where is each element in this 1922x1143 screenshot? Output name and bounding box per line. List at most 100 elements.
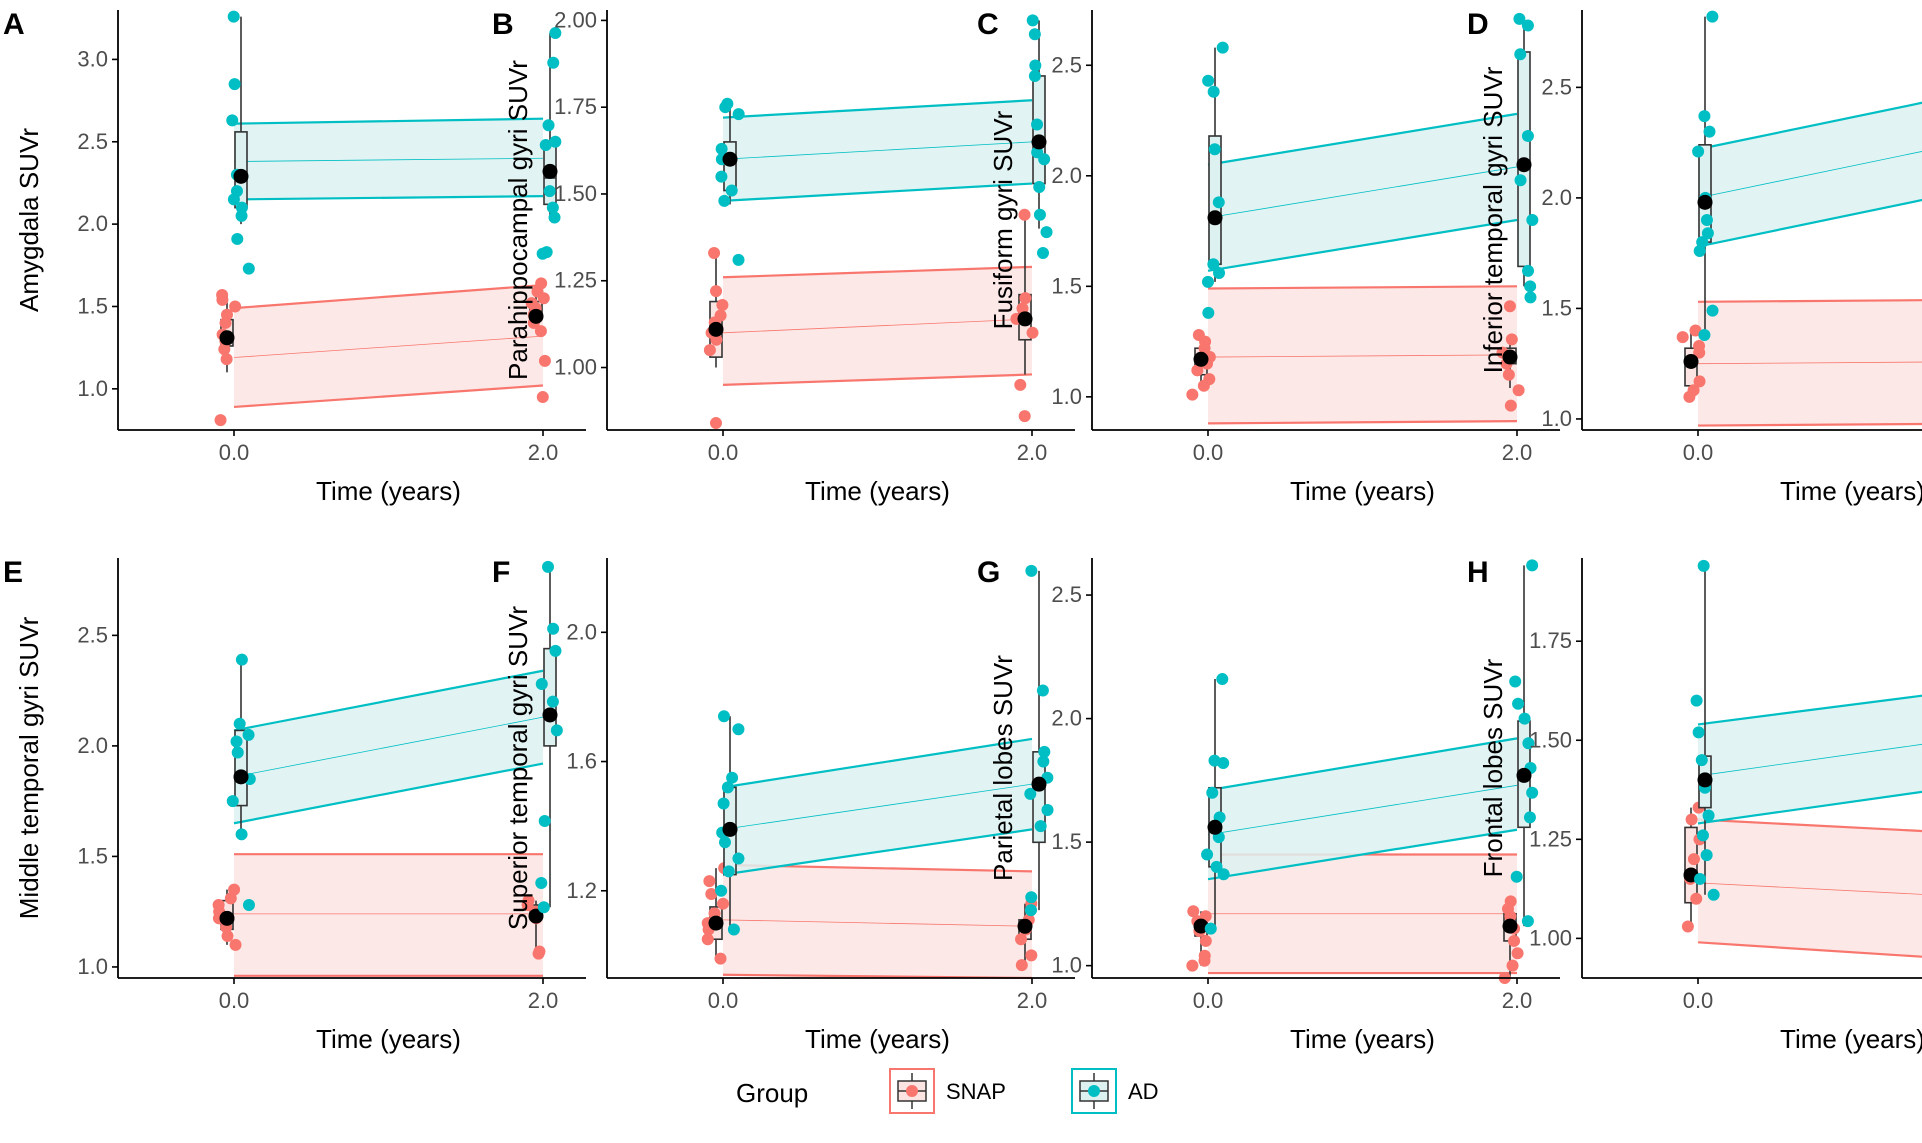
- ad-point: [235, 201, 248, 214]
- y-tick-label: 1.75: [554, 94, 597, 119]
- ad-point: [1510, 870, 1523, 883]
- ad-point: [732, 852, 745, 865]
- legend-key-snap-point: [906, 1085, 918, 1097]
- ad-point: [1028, 69, 1041, 82]
- ad-mean-t2: [542, 163, 558, 179]
- ad-point: [1212, 196, 1225, 209]
- ad-point: [1024, 787, 1037, 800]
- ad-point: [715, 884, 728, 897]
- ad-point: [549, 27, 562, 40]
- snap-point: [1506, 959, 1519, 972]
- ad-point: [242, 728, 255, 741]
- panel-letter-f: F: [492, 556, 510, 589]
- snap-point: [536, 391, 549, 404]
- ad-ci-lower-line: [233, 762, 544, 825]
- y-tick-label: 1.0: [1541, 406, 1572, 431]
- snap-point: [1018, 410, 1031, 423]
- ad-ci-lower-line: [1697, 790, 1922, 825]
- ad-mean-t0: [1207, 819, 1223, 835]
- x-axis-title: Time (years): [1780, 1024, 1922, 1054]
- ad-point: [1526, 214, 1539, 226]
- ad-point: [550, 724, 563, 737]
- ad-ci-lower-line: [1207, 218, 1518, 272]
- x-tick-label: 2.0: [1017, 988, 1048, 1013]
- snap-point: [1198, 949, 1211, 962]
- ad-point: [725, 184, 738, 197]
- snap-point: [1690, 892, 1703, 905]
- ad-point: [1033, 208, 1046, 221]
- snap-point: [717, 897, 730, 910]
- snap-mean-t0: [219, 330, 235, 346]
- panel-letter-a: A: [3, 8, 25, 41]
- snap-point: [1503, 300, 1516, 313]
- snap-fit-line: [233, 335, 544, 358]
- ad-point: [1526, 786, 1539, 799]
- legend: Group SNAP AD: [736, 1068, 1159, 1114]
- snap-point: [1019, 292, 1032, 305]
- y-tick-label: 2.5: [1051, 582, 1082, 607]
- snap-point: [535, 277, 548, 290]
- ad-point: [1031, 118, 1044, 131]
- x-tick-label: 2.0: [1502, 988, 1533, 1013]
- ad-point: [1523, 811, 1536, 824]
- x-axis-title: Time (years): [805, 476, 950, 506]
- ad-point: [548, 211, 561, 224]
- ad-point: [1026, 14, 1039, 27]
- snap-point: [701, 933, 714, 946]
- ad-fit-line: [1697, 743, 1922, 777]
- y-axis-title: Frontal lobes SUVr: [1478, 658, 1508, 877]
- ad-point: [535, 678, 548, 690]
- ad-point: [1513, 12, 1526, 25]
- snap-ci-upper-line: [722, 265, 1033, 279]
- ad-mean-t0: [1207, 210, 1223, 226]
- ad-point: [1690, 694, 1703, 707]
- ad-point: [718, 836, 731, 849]
- panel-f: F 1.2 1.6 2.0 0.0 2.0 Time (years) Superior tem…: [492, 556, 1075, 1054]
- ad-point: [1524, 291, 1537, 304]
- snap-ci-ribbon: [234, 854, 543, 976]
- ad-point: [538, 815, 551, 828]
- ad-mean-t2: [1031, 134, 1047, 150]
- ad-point: [546, 201, 559, 214]
- ad-point: [1512, 697, 1525, 710]
- y-tick-label: 3.0: [77, 46, 108, 71]
- snap-point: [534, 325, 547, 338]
- ad-point: [1697, 559, 1710, 572]
- snap-ci-ribbon: [1698, 819, 1922, 957]
- ad-point: [732, 253, 745, 266]
- ad-fit-line: [722, 783, 1033, 830]
- snap-point: [221, 930, 234, 942]
- ad-point: [226, 114, 239, 127]
- ad-point: [1701, 227, 1714, 240]
- ad-point: [1033, 181, 1046, 194]
- y-tick-label: 2.0: [1051, 163, 1082, 188]
- ad-point: [546, 695, 559, 708]
- ad-point: [726, 771, 739, 784]
- legend-key-ad-point: [1088, 1085, 1100, 1097]
- snap-point: [703, 875, 716, 888]
- snap-point: [714, 952, 727, 965]
- panel-d: D 1.0 1.5 2.0 2.5 0.0 2.0 Time (years) Inferior …: [1467, 8, 1922, 506]
- ad-point: [1036, 684, 1049, 697]
- ad-point: [549, 644, 562, 657]
- ad-point: [1041, 804, 1054, 816]
- ad-ci-upper-line: [233, 117, 544, 125]
- y-tick-label: 1.5: [1541, 295, 1572, 320]
- y-tick-label: 1.0: [1051, 384, 1082, 409]
- y-axis-title: Superior temporal gyri SUVr: [503, 606, 533, 930]
- snap-point: [1689, 324, 1702, 337]
- ad-point: [231, 746, 244, 759]
- snap-point: [1026, 326, 1039, 339]
- y-tick-label: 1.00: [1529, 925, 1572, 950]
- panel-g: G 1.0 1.5 2.0 2.5 0.0 2.0 Time (years) Parietal …: [977, 556, 1560, 1054]
- ad-point: [1526, 559, 1539, 572]
- snap-ci-upper-line: [233, 283, 544, 310]
- ad-point: [1216, 673, 1229, 686]
- y-axis-title: Amygdala SUVr: [14, 128, 44, 312]
- ad-point: [715, 170, 728, 183]
- ad-point: [1509, 675, 1522, 688]
- y-tick-label: 1.5: [77, 843, 108, 868]
- ad-point: [233, 717, 246, 730]
- x-tick-label: 0.0: [1193, 988, 1224, 1013]
- ad-point: [1216, 41, 1229, 54]
